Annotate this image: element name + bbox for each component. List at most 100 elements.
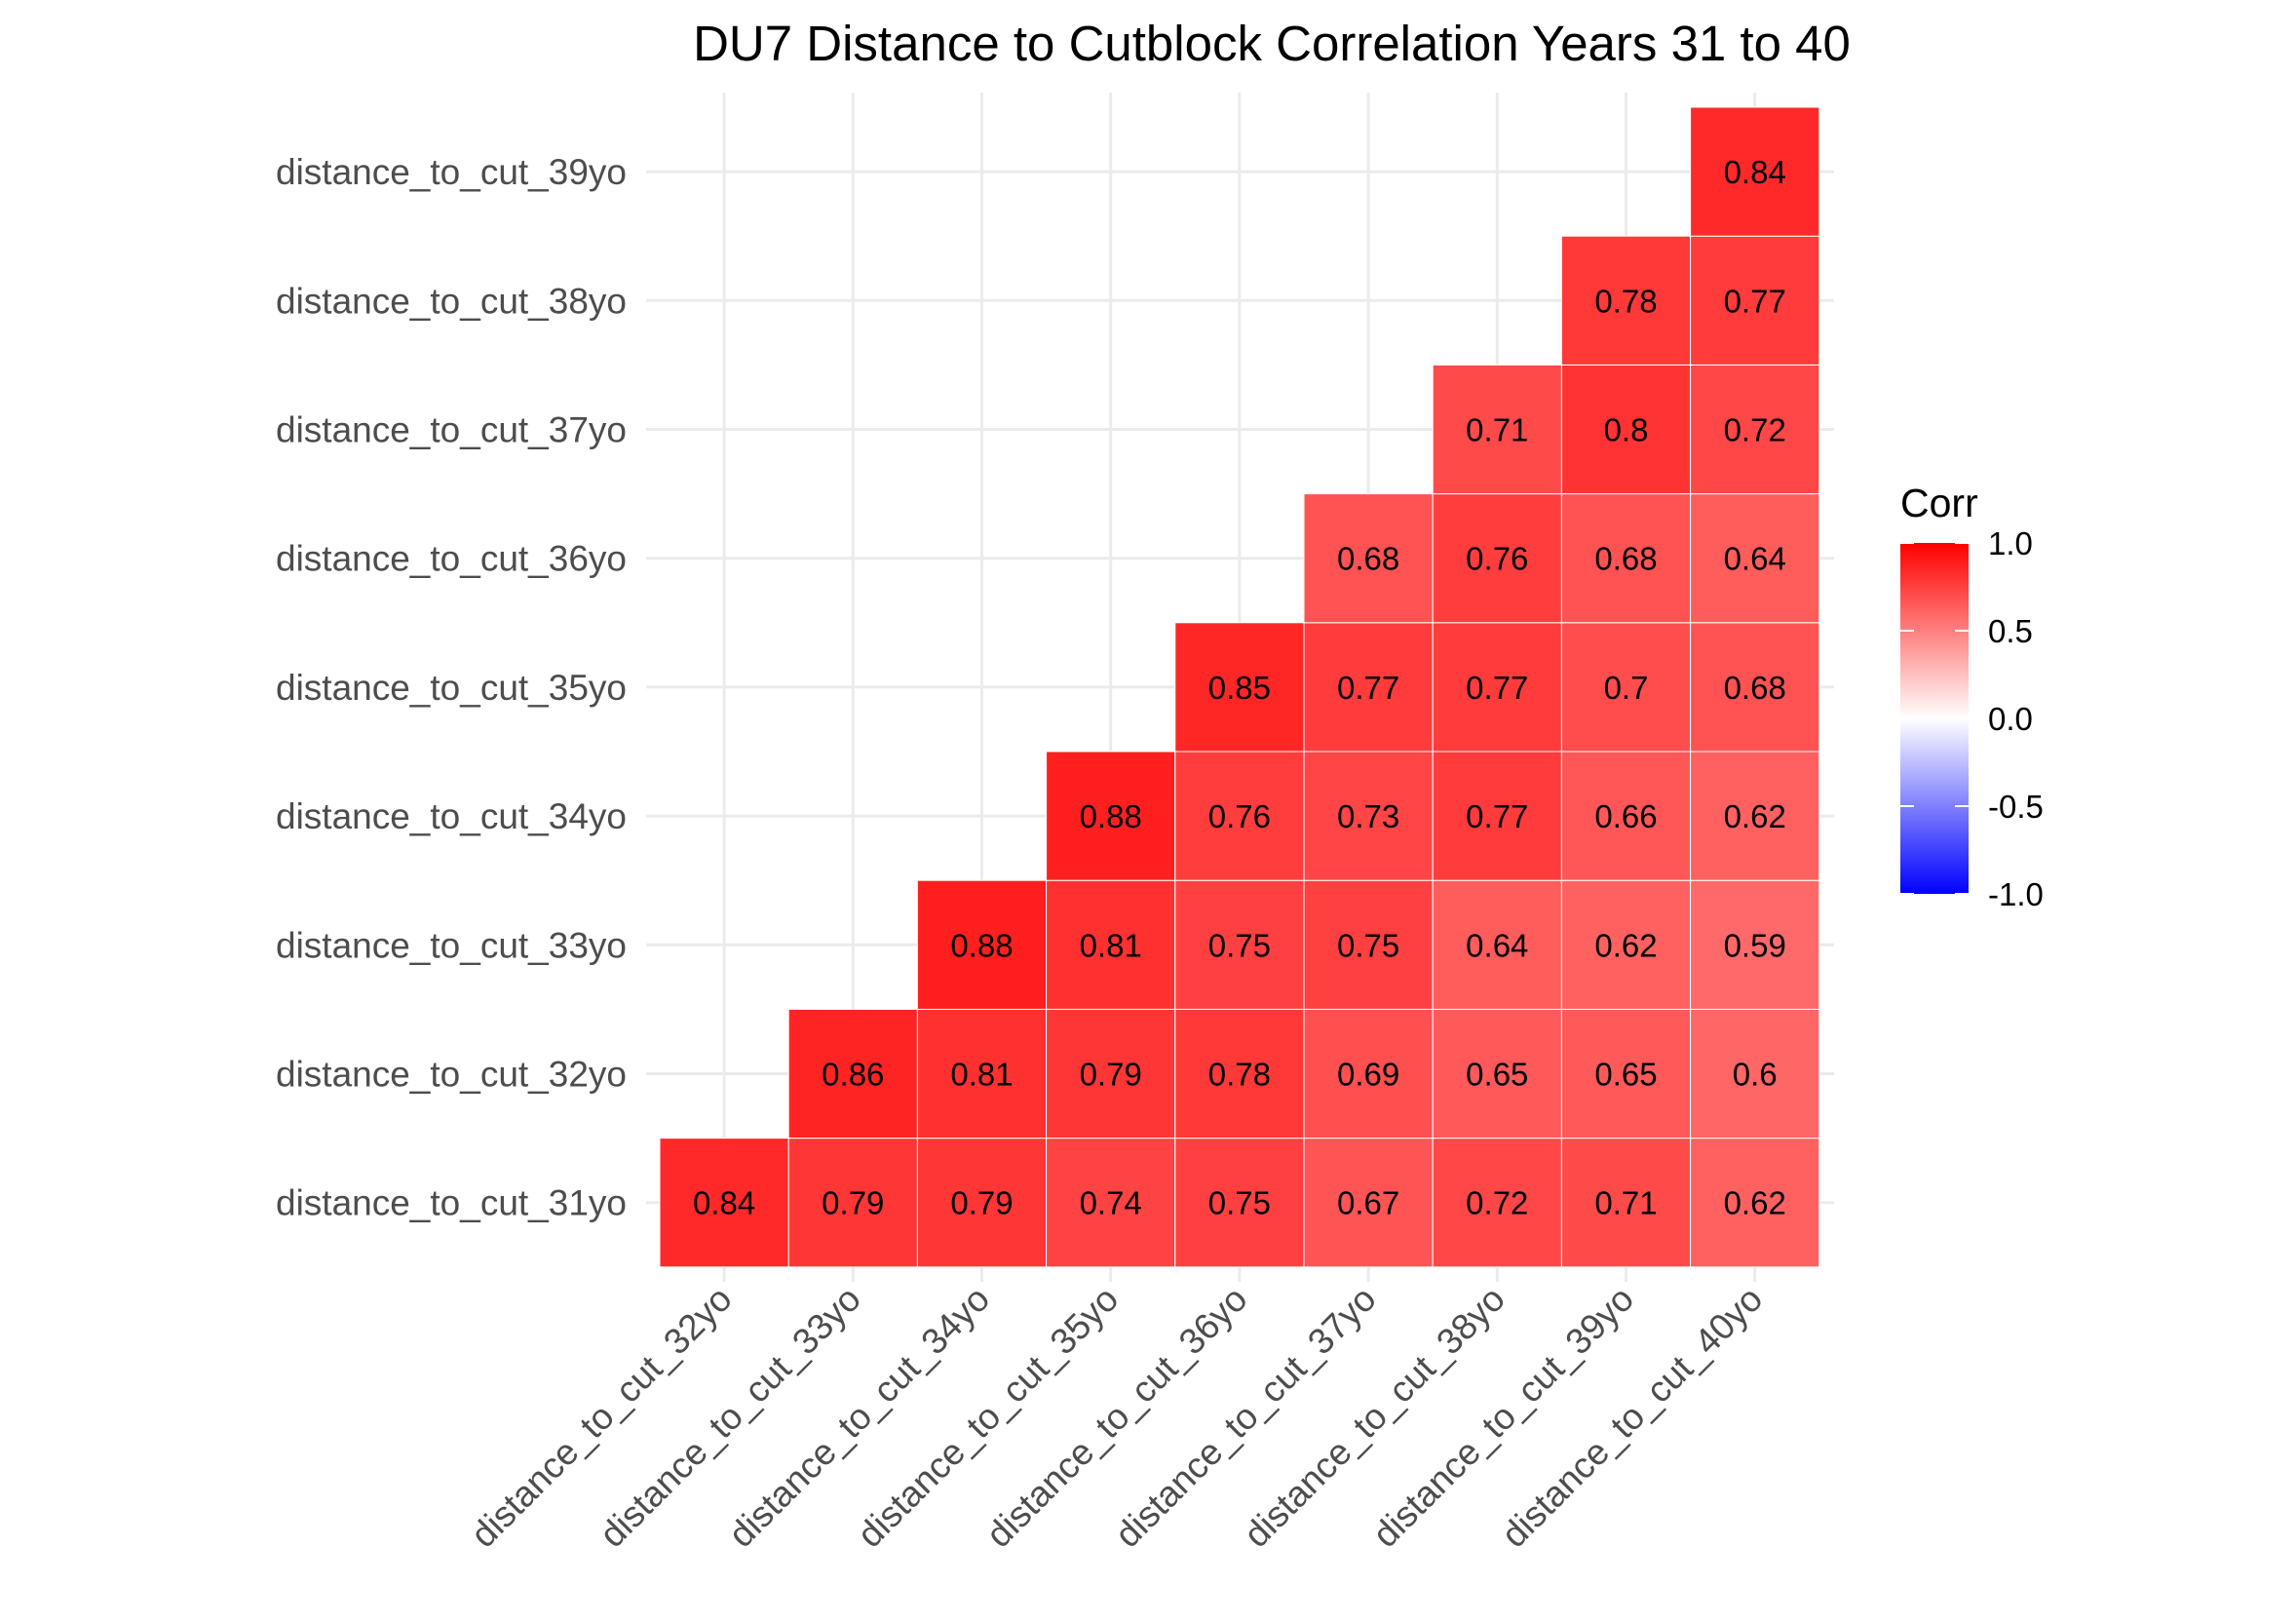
- y-tick-label: distance_to_cut_38yo: [276, 281, 627, 321]
- y-axis-labels: distance_to_cut_31yo distance_to_cut_32yo…: [276, 152, 627, 1223]
- heatmap-cell-label: 0.72: [1466, 1185, 1528, 1221]
- heatmap-cell: 0.86: [787, 1008, 918, 1140]
- heatmap-cell-label: 0.64: [1466, 927, 1528, 963]
- heatmap-cell: 0.72: [1690, 364, 1820, 495]
- heatmap-cell-rect: [1432, 751, 1562, 881]
- heatmap-cell-rect: [1690, 1008, 1820, 1140]
- heatmap-cell-rect: [1174, 879, 1305, 1010]
- y-tick-label: distance_to_cut_36yo: [276, 539, 627, 579]
- heatmap-cell-label: 0.77: [1466, 798, 1528, 834]
- heatmap-cell-label: 0.77: [1466, 670, 1528, 706]
- heatmap-cell: 0.76: [1432, 493, 1562, 624]
- legend-tick-label: -0.5: [1988, 789, 2044, 825]
- heatmap-cell-label: 0.73: [1337, 798, 1399, 834]
- heatmap-cell-label: 0.88: [950, 927, 1013, 963]
- heatmap-cell: 0.75: [1303, 879, 1434, 1010]
- heatmap-cell-label: 0.81: [950, 1057, 1013, 1093]
- heatmap-cell: 0.72: [1432, 1138, 1562, 1268]
- heatmap-cell-label: 0.68: [1337, 541, 1399, 577]
- x-tick-label: distance_to_cut_32yo: [463, 1279, 740, 1556]
- heatmap-cell-rect: [1690, 622, 1820, 753]
- heatmap-cell: 0.6: [1690, 1008, 1820, 1140]
- heatmap-cell: 0.64: [1432, 879, 1562, 1010]
- heatmap-cell: 0.71: [1560, 1138, 1692, 1268]
- heatmap-cell: 0.78: [1560, 235, 1692, 366]
- legend-tick-label: 0.5: [1988, 613, 2033, 649]
- y-tick-label: distance_to_cut_39yo: [276, 152, 627, 192]
- heatmap-cell-label: 0.75: [1208, 1185, 1271, 1221]
- heatmap-cell-label: 0.74: [1080, 1185, 1142, 1221]
- legend-title: Corr: [1900, 481, 1978, 525]
- x-tick-label: distance_to_cut_35yo: [850, 1279, 1127, 1556]
- heatmap-cell: 0.68: [1303, 493, 1434, 624]
- heatmap-cell-rect: [1560, 622, 1692, 753]
- heatmap-cell-label: 0.86: [822, 1057, 884, 1093]
- heatmap-cell: 0.75: [1174, 879, 1305, 1010]
- heatmap-cell: 0.79: [916, 1138, 1048, 1268]
- heatmap-cell-rect: [1303, 751, 1434, 881]
- heatmap-cell-rect: [1046, 1138, 1176, 1268]
- heatmap-cell-rect: [1432, 493, 1562, 624]
- heatmap-cell: 0.64: [1690, 493, 1820, 624]
- heatmap-cell-rect: [1432, 622, 1562, 753]
- heatmap-cell: 0.65: [1560, 1008, 1692, 1140]
- heatmap-cell-rect: [1690, 1138, 1820, 1268]
- y-tick-label: distance_to_cut_32yo: [276, 1055, 627, 1095]
- heatmap-cell: 0.8: [1560, 364, 1692, 495]
- heatmap-cell: 0.81: [916, 1008, 1048, 1140]
- y-tick-label: distance_to_cut_34yo: [276, 796, 627, 836]
- heatmap-cell-label: 0.77: [1337, 670, 1399, 706]
- heatmap-cell-label: 0.77: [1724, 283, 1786, 319]
- heatmap-cell-label: 0.68: [1724, 670, 1786, 706]
- heatmap-cell: 0.59: [1690, 879, 1820, 1010]
- heatmap-cell-rect: [1560, 879, 1692, 1010]
- y-tick-label: distance_to_cut_35yo: [276, 668, 627, 708]
- heatmap-cell-label: 0.79: [950, 1185, 1013, 1221]
- heatmap-cell-rect: [1174, 1138, 1305, 1268]
- heatmap-cell-rect: [1046, 879, 1176, 1010]
- heatmap-cell-label: 0.75: [1208, 927, 1271, 963]
- x-tick-label: distance_to_cut_34yo: [721, 1279, 998, 1556]
- heatmap-cell-label: 0.75: [1337, 927, 1399, 963]
- heatmap-cell: 0.69: [1303, 1008, 1434, 1140]
- heatmap-cell-label: 0.78: [1594, 283, 1657, 319]
- heatmap-cell-label: 0.76: [1466, 541, 1528, 577]
- heatmap-cell: 0.62: [1690, 751, 1820, 881]
- heatmap-cell: 0.7: [1560, 622, 1692, 753]
- heatmap-cell: 0.84: [659, 1138, 789, 1268]
- x-tick-label: distance_to_cut_39yo: [1365, 1279, 1642, 1556]
- heatmap-cell-label: 0.6: [1733, 1057, 1778, 1093]
- chart-title: DU7 Distance to Cutblock Correlation Yea…: [693, 16, 1851, 71]
- heatmap-cell-label: 0.8: [1604, 412, 1649, 448]
- heatmap-cell: 0.88: [1046, 751, 1176, 881]
- heatmap-cell-label: 0.79: [1080, 1057, 1142, 1093]
- heatmap-cell-rect: [1690, 493, 1820, 624]
- heatmap-cell-label: 0.79: [822, 1185, 884, 1221]
- heatmap-cell: 0.73: [1303, 751, 1434, 881]
- x-tick-label: distance_to_cut_40yo: [1494, 1279, 1771, 1556]
- heatmap-cells: 0.84 0.79 0.79 0.74 0.75 0.67 0.72 0.71 0.62 0.86…: [659, 106, 1820, 1268]
- heatmap-cell-rect: [1303, 622, 1434, 753]
- heatmap-cell-label: 0.67: [1337, 1185, 1399, 1221]
- heatmap-cell: 0.85: [1174, 622, 1305, 753]
- legend-tick-label: -1.0: [1988, 876, 2044, 912]
- x-tick-label: distance_to_cut_33yo: [592, 1279, 868, 1556]
- heatmap-cell-rect: [1690, 751, 1820, 881]
- heatmap-cell-label: 0.62: [1594, 927, 1657, 963]
- heatmap-cell-label: 0.65: [1466, 1057, 1528, 1093]
- heatmap-cell-rect: [1690, 106, 1820, 237]
- heatmap-cell-rect: [1303, 493, 1434, 624]
- heatmap-cell-rect: [1046, 1008, 1176, 1140]
- heatmap-cell-label: 0.72: [1724, 412, 1786, 448]
- heatmap-cell: 0.77: [1690, 235, 1820, 366]
- heatmap-cell-label: 0.71: [1466, 412, 1528, 448]
- heatmap-cell: 0.77: [1432, 751, 1562, 881]
- heatmap-cell-rect: [1560, 493, 1692, 624]
- heatmap-cell-rect: [916, 879, 1048, 1010]
- heatmap-cell-label: 0.7: [1604, 670, 1649, 706]
- heatmap-cell-rect: [1303, 1008, 1434, 1140]
- heatmap-cell-rect: [1432, 1008, 1562, 1140]
- y-tick-label: distance_to_cut_33yo: [276, 925, 627, 965]
- heatmap-cell: 0.65: [1432, 1008, 1562, 1140]
- heatmap-cell-label: 0.62: [1724, 798, 1786, 834]
